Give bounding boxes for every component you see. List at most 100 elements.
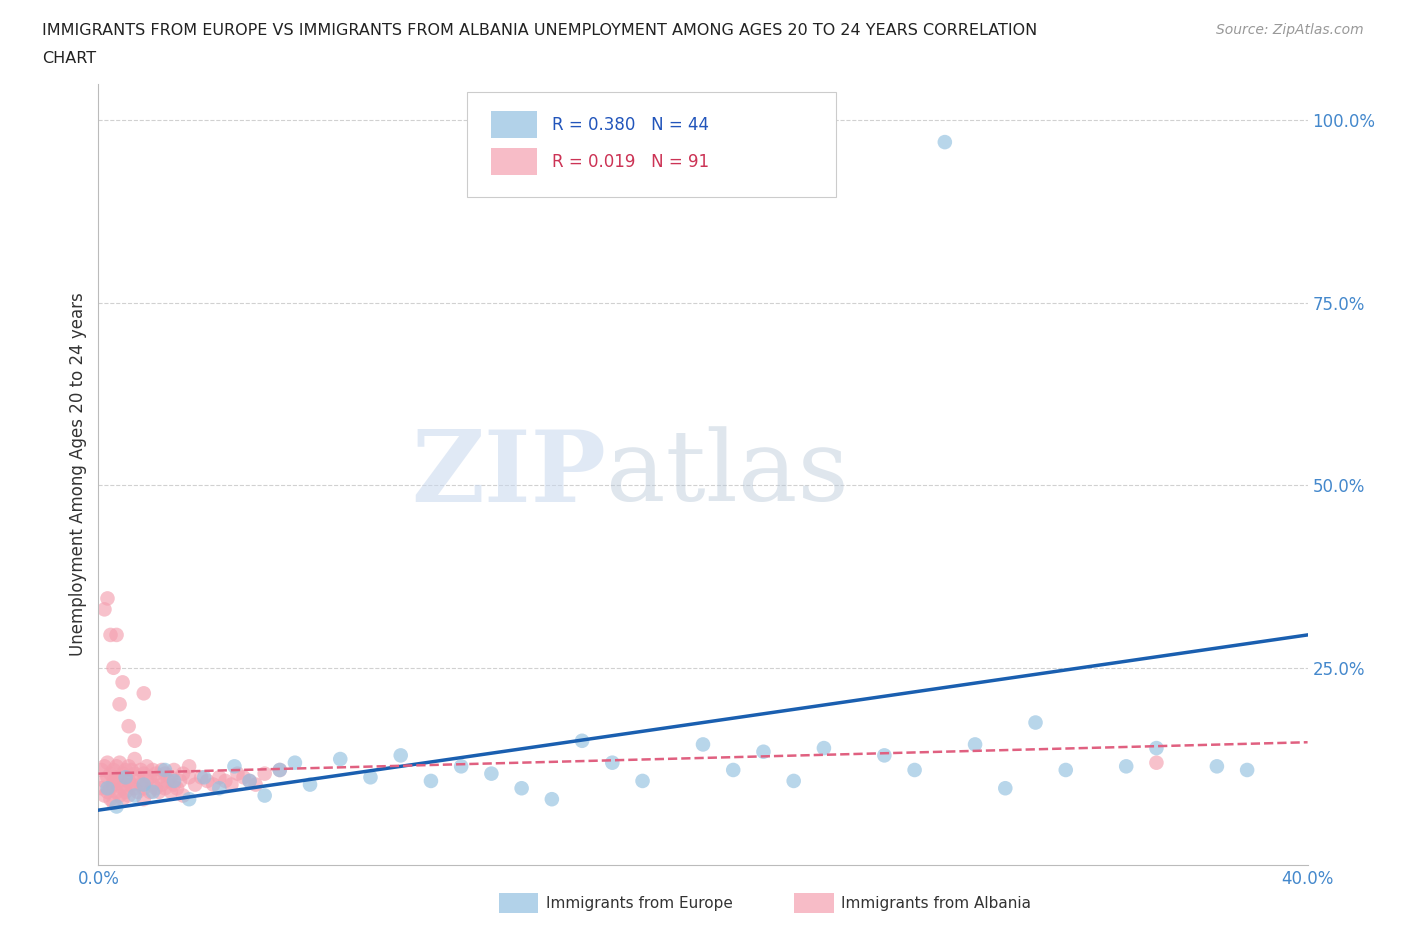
Point — [179, 770, 201, 785]
Point — [96, 781, 118, 796]
Point — [118, 719, 141, 734]
Point — [118, 759, 141, 774]
Point — [163, 763, 186, 777]
Point — [127, 784, 149, 799]
Point — [208, 770, 231, 785]
Point — [253, 788, 276, 803]
Text: ZIP: ZIP — [412, 426, 606, 523]
Point — [121, 777, 143, 792]
Point — [103, 660, 125, 675]
Point — [329, 751, 352, 766]
Point — [124, 788, 146, 803]
Point — [150, 777, 173, 792]
Point — [90, 763, 112, 777]
Point — [1144, 740, 1167, 755]
Text: CHART: CHART — [42, 51, 96, 66]
Point — [269, 763, 291, 777]
Point — [100, 791, 122, 806]
Point — [253, 766, 276, 781]
Point — [172, 788, 194, 803]
Point — [142, 763, 165, 777]
Point — [813, 740, 835, 755]
Text: IMMIGRANTS FROM EUROPE VS IMMIGRANTS FROM ALBANIA UNEMPLOYMENT AMONG AGES 20 TO : IMMIGRANTS FROM EUROPE VS IMMIGRANTS FRO… — [42, 23, 1038, 38]
Point — [132, 686, 155, 701]
Point — [93, 602, 115, 617]
Point — [540, 791, 562, 806]
Point — [179, 791, 201, 806]
Point — [124, 766, 146, 781]
Text: Source: ZipAtlas.com: Source: ZipAtlas.com — [1216, 23, 1364, 37]
Point — [114, 777, 136, 792]
Point — [172, 766, 194, 781]
Bar — [492, 148, 537, 175]
Point — [1236, 763, 1258, 777]
Point — [166, 781, 188, 796]
Point — [100, 766, 122, 781]
Point — [150, 763, 173, 777]
Point — [105, 799, 128, 814]
Point — [179, 759, 201, 774]
Point — [269, 763, 291, 777]
Point — [114, 784, 136, 799]
Point — [105, 784, 128, 799]
Point — [153, 763, 176, 777]
Point — [132, 781, 155, 796]
Point — [239, 774, 262, 789]
Point — [124, 734, 146, 749]
Point — [96, 770, 118, 785]
Point — [90, 781, 112, 796]
Point — [904, 763, 927, 777]
Point — [93, 759, 115, 774]
Point — [1024, 715, 1046, 730]
Point — [160, 770, 183, 785]
Point — [571, 734, 593, 749]
Point — [631, 774, 654, 789]
Point — [108, 788, 131, 803]
Point — [108, 697, 131, 711]
Point — [163, 777, 186, 792]
Point — [127, 770, 149, 785]
Point — [105, 628, 128, 643]
Point — [100, 781, 122, 796]
Point — [142, 777, 165, 792]
Point — [994, 781, 1017, 796]
Point — [783, 774, 806, 789]
Point — [114, 770, 136, 785]
Point — [121, 763, 143, 777]
Point — [1054, 763, 1077, 777]
Point — [132, 766, 155, 781]
Point — [195, 774, 218, 789]
Text: Immigrants from Albania: Immigrants from Albania — [841, 896, 1031, 910]
Point — [208, 781, 231, 796]
Bar — [492, 111, 537, 139]
Point — [232, 770, 254, 785]
Point — [450, 759, 472, 774]
Y-axis label: Unemployment Among Ages 20 to 24 years: Unemployment Among Ages 20 to 24 years — [69, 292, 87, 657]
Point — [124, 751, 146, 766]
Point — [160, 784, 183, 799]
Point — [108, 774, 131, 789]
Point — [96, 591, 118, 605]
Point — [420, 774, 443, 789]
Point — [148, 784, 170, 799]
Point — [163, 774, 186, 789]
Point — [934, 135, 956, 150]
Point — [135, 774, 157, 789]
Point — [752, 744, 775, 759]
Point — [103, 777, 125, 792]
Point — [193, 770, 215, 785]
Point — [965, 737, 987, 751]
Point — [103, 795, 125, 810]
Point — [111, 791, 134, 806]
Point — [602, 755, 624, 770]
Point — [124, 781, 146, 796]
Point — [111, 781, 134, 796]
Point — [239, 774, 262, 789]
Point — [132, 777, 155, 792]
Point — [148, 770, 170, 785]
Point — [118, 788, 141, 803]
Point — [284, 755, 307, 770]
Point — [184, 777, 207, 792]
Point — [129, 763, 152, 777]
Point — [103, 774, 125, 789]
